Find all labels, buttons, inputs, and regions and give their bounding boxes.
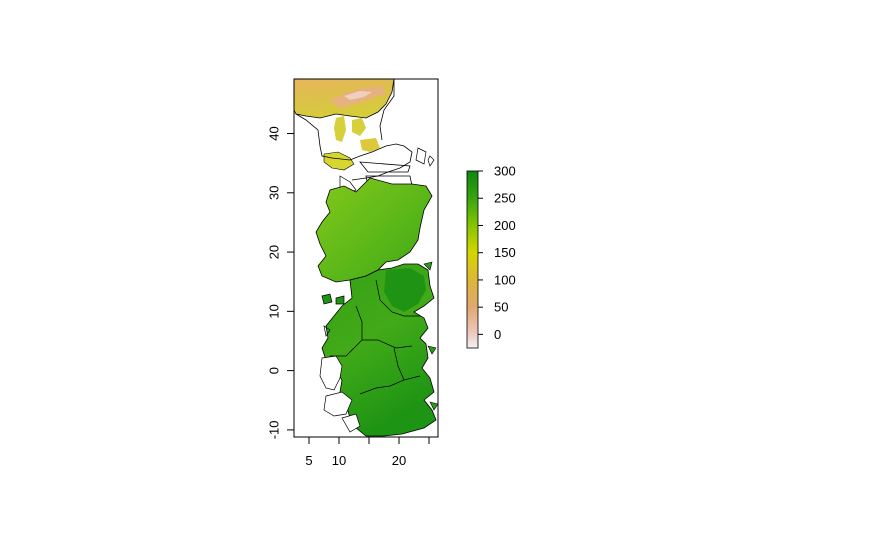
y-tick-label: 40 [267,126,282,140]
map-layer [294,79,438,437]
legend-tick-label: 50 [494,300,508,315]
vale-region [384,268,426,312]
x-tick-label: 5 [305,453,312,468]
y-tick-label: 20 [267,245,282,259]
y-tick-label: -10 [267,420,282,439]
north-patch-2 [352,118,366,136]
legend-tick-label: 150 [494,245,516,260]
y-axis: -10 0 10 20 30 40 [267,126,294,439]
x-tick-label: 20 [392,453,406,468]
legend: 0 50 100 150 200 250 300 [466,164,516,349]
legend-tick-label: 100 [494,272,516,287]
x-tick-label: 10 [332,453,346,468]
legend-ticks: 0 50 100 150 200 250 300 [478,164,516,342]
x-axis: 5 10 20 [305,437,430,468]
y-tick-label: 0 [267,367,282,374]
y-tick-label: 30 [267,186,282,200]
legend-tick-label: 300 [494,164,516,179]
central-region [315,177,433,283]
legend-tick-label: 250 [494,191,516,206]
y-tick-label: 10 [267,304,282,318]
plot-frame [293,78,439,438]
legend-colorbar [466,170,479,349]
north-patch-3 [360,138,380,152]
north-patch-1 [334,116,346,142]
legend-tick-label: 200 [494,218,516,233]
north-strip [323,151,355,171]
legend-tick-label: 0 [494,327,501,342]
